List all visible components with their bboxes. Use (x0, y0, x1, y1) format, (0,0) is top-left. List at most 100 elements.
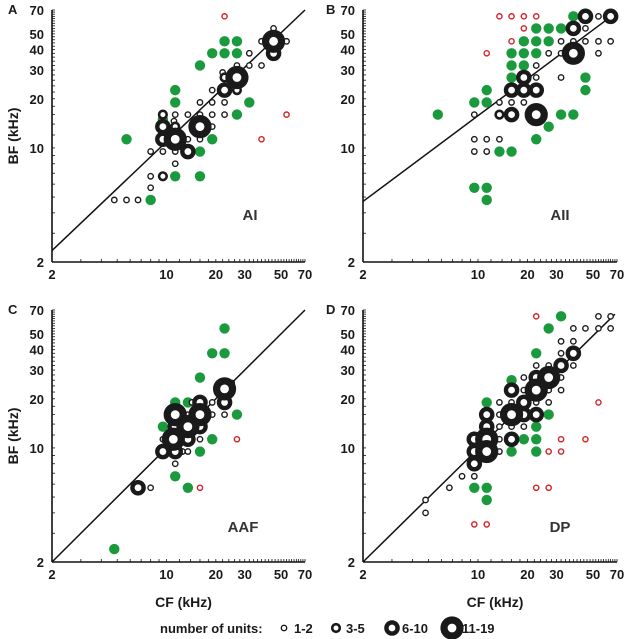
data-point-black (188, 115, 212, 139)
data-point-black (208, 399, 216, 406)
region-label: AAF (228, 519, 259, 536)
data-point-black (470, 111, 478, 119)
data-point-black (171, 460, 179, 468)
y-tick-label: 30 (30, 63, 44, 78)
y-tick-label: 50 (30, 327, 44, 342)
data-point-black (147, 184, 155, 192)
data-point-red (283, 111, 290, 118)
data-point-black (532, 362, 540, 369)
data-point-black (483, 135, 491, 143)
data-point-red (520, 13, 528, 20)
data-point-green (481, 84, 492, 96)
y-tick-label: 10 (341, 441, 355, 456)
data-point-green (481, 182, 492, 193)
data-point-black (147, 484, 155, 492)
y-tick-label: 10 (341, 141, 355, 156)
data-point-black (503, 431, 520, 448)
data-point-green (194, 372, 206, 383)
data-point-black (557, 37, 565, 45)
data-point-black (180, 143, 196, 160)
data-point-black (602, 8, 619, 25)
data-point-green (207, 348, 218, 359)
y-tick-label: 20 (30, 392, 44, 407)
data-point-black (532, 62, 540, 69)
data-point-green (543, 323, 554, 334)
data-point-green (531, 421, 542, 432)
y-tick-label: 40 (30, 343, 44, 358)
data-point-red (532, 484, 540, 492)
legend-label: 6-10 (402, 621, 428, 636)
x-tick-label: 50 (586, 267, 600, 282)
data-point-black (110, 196, 118, 204)
data-point-green (518, 60, 530, 71)
x-tick-label: 50 (586, 567, 600, 582)
data-point-black (565, 345, 582, 362)
data-point-red (233, 435, 241, 443)
data-point-green (157, 421, 169, 432)
data-point-black (470, 148, 478, 155)
data-point-black (595, 324, 602, 332)
y-tick-label: 70 (341, 3, 355, 18)
data-point-black (569, 362, 577, 369)
data-point-black (245, 49, 253, 57)
data-point-black (184, 111, 192, 119)
legend-marker (280, 624, 288, 632)
data-point-green (531, 48, 542, 59)
data-point-black (445, 484, 453, 492)
data-point-black (516, 82, 532, 98)
data-point-black (161, 427, 185, 451)
data-point-green (555, 23, 567, 34)
data-point-black (516, 69, 532, 86)
panel-letter: C (8, 302, 18, 317)
data-point-green (531, 348, 542, 359)
data-point-red (258, 135, 265, 143)
data-point-green (481, 194, 492, 206)
data-point-green (531, 23, 542, 34)
x-tick-label: 20 (209, 267, 223, 282)
data-point-green (219, 348, 230, 359)
y-axis-label: BF (kHz) (5, 408, 21, 465)
data-point-green (494, 146, 505, 157)
data-point-black (258, 62, 265, 69)
data-point-red (545, 484, 552, 492)
data-point-red (582, 435, 589, 443)
x-tick-label: 10 (159, 267, 173, 282)
data-point-black (422, 496, 429, 504)
data-point-black (208, 86, 216, 94)
data-point-black (130, 479, 146, 496)
data-point-black (496, 399, 503, 406)
data-point-black (565, 20, 582, 37)
data-point-green (244, 97, 255, 108)
data-point-green (469, 482, 480, 493)
data-point-green (543, 23, 554, 34)
data-point-black (520, 423, 528, 431)
data-point-black (184, 448, 192, 455)
data-point-green (231, 409, 243, 420)
data-point-green (580, 84, 591, 96)
data-point-green (170, 97, 181, 108)
data-point-green (231, 48, 243, 59)
data-point-red (508, 13, 515, 20)
legend-title: number of units: (160, 621, 263, 636)
data-point-red (532, 313, 540, 320)
data-point-black (245, 62, 253, 69)
data-point-black (196, 435, 204, 443)
data-point-green (518, 48, 530, 59)
data-point-green (481, 97, 492, 108)
data-point-red (483, 521, 491, 528)
y-tick-label: 2 (348, 555, 355, 570)
y-tick-label: 20 (341, 392, 355, 407)
data-point-black (208, 111, 216, 119)
x-tick-label: 30 (549, 567, 563, 582)
data-point-green (568, 109, 579, 120)
x-tick-label: 30 (237, 567, 251, 582)
data-point-black (607, 312, 614, 320)
data-points (110, 13, 290, 206)
data-point-green (506, 146, 517, 157)
data-point-green (481, 397, 492, 408)
data-point-black (595, 49, 602, 57)
data-point-green (219, 48, 230, 59)
data-point-green (194, 60, 206, 71)
